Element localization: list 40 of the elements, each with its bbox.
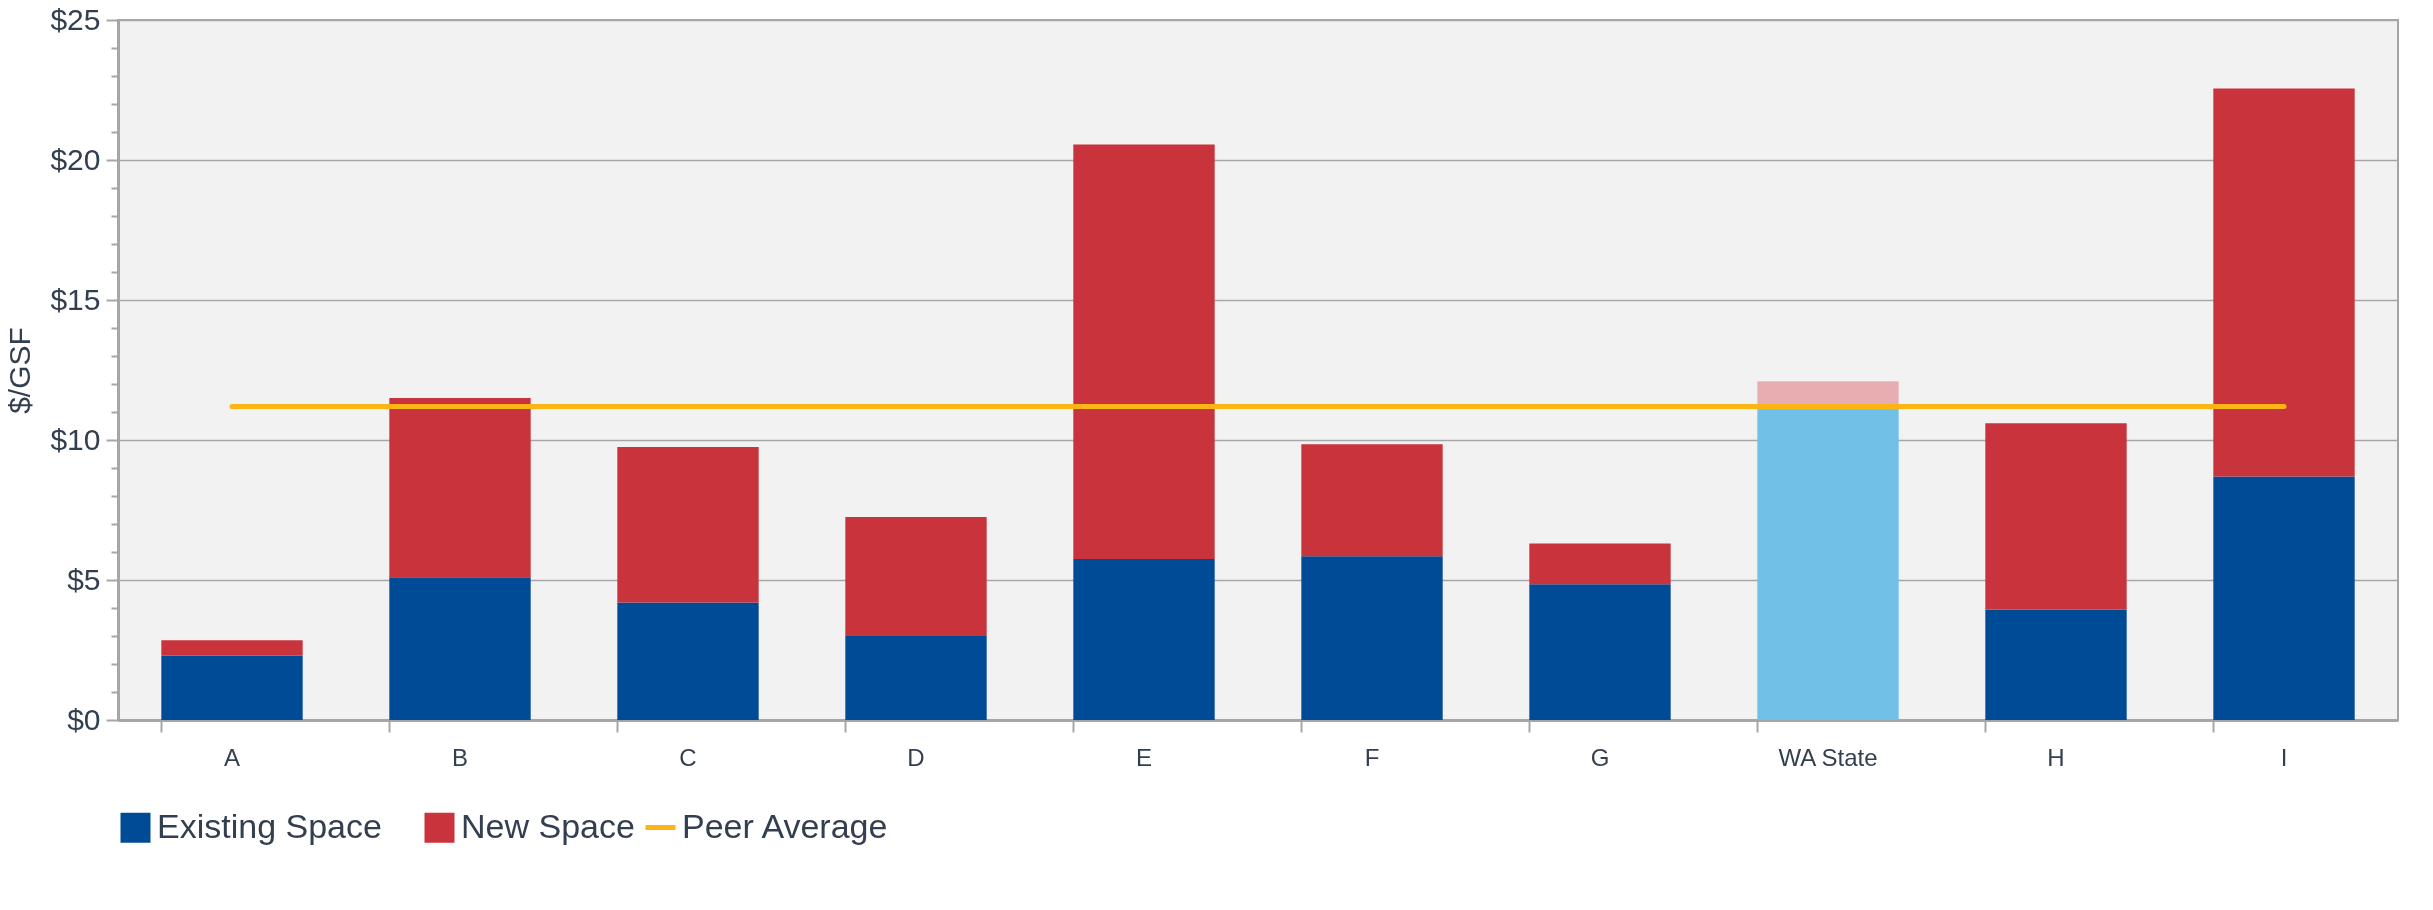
- bar: [1301, 444, 1443, 557]
- bar: [389, 577, 531, 720]
- bar: [617, 602, 759, 720]
- bar: [1757, 381, 1899, 407]
- bar: [1301, 556, 1443, 720]
- bar: [1529, 543, 1671, 585]
- bar: [2213, 476, 2355, 720]
- x-tick-label: A: [223, 743, 241, 771]
- legend-label: Peer Average: [682, 806, 888, 845]
- y-tick-label: $0: [67, 702, 101, 736]
- x-tick-label: E: [1135, 743, 1153, 771]
- legend-label: New Space: [461, 806, 635, 845]
- x-tick-label: G: [1590, 743, 1610, 771]
- x-tick-label: F: [1364, 743, 1380, 771]
- bar: [845, 517, 987, 636]
- bar: [1985, 609, 2127, 720]
- y-tick-label: $15: [50, 282, 101, 316]
- x-tick-label: WA State: [1778, 743, 1878, 771]
- bar: [617, 447, 759, 603]
- bar: [1073, 144, 1215, 559]
- bar: [1529, 584, 1671, 720]
- x-tick-label: D: [907, 743, 925, 771]
- x-tick-label: C: [679, 743, 697, 771]
- bar: [1757, 406, 1899, 720]
- x-tick-label: I: [2280, 743, 2288, 771]
- x-tick-label: H: [2047, 743, 2065, 771]
- y-tick-label: $10: [50, 422, 101, 456]
- bar: [389, 398, 531, 578]
- bar: [161, 640, 303, 656]
- y-tick-label: $5: [67, 562, 101, 596]
- bar: [161, 655, 303, 720]
- y-tick-label: $20: [50, 142, 101, 176]
- x-tick-label: B: [451, 743, 469, 771]
- y-tick-label: $25: [50, 2, 101, 36]
- bar: [845, 636, 987, 720]
- legend-label: Existing Space: [157, 806, 382, 845]
- y-axis-title: $/GSF: [3, 327, 37, 414]
- bar: [1985, 423, 2127, 610]
- bar: [1073, 559, 1215, 720]
- bar: [2213, 88, 2355, 477]
